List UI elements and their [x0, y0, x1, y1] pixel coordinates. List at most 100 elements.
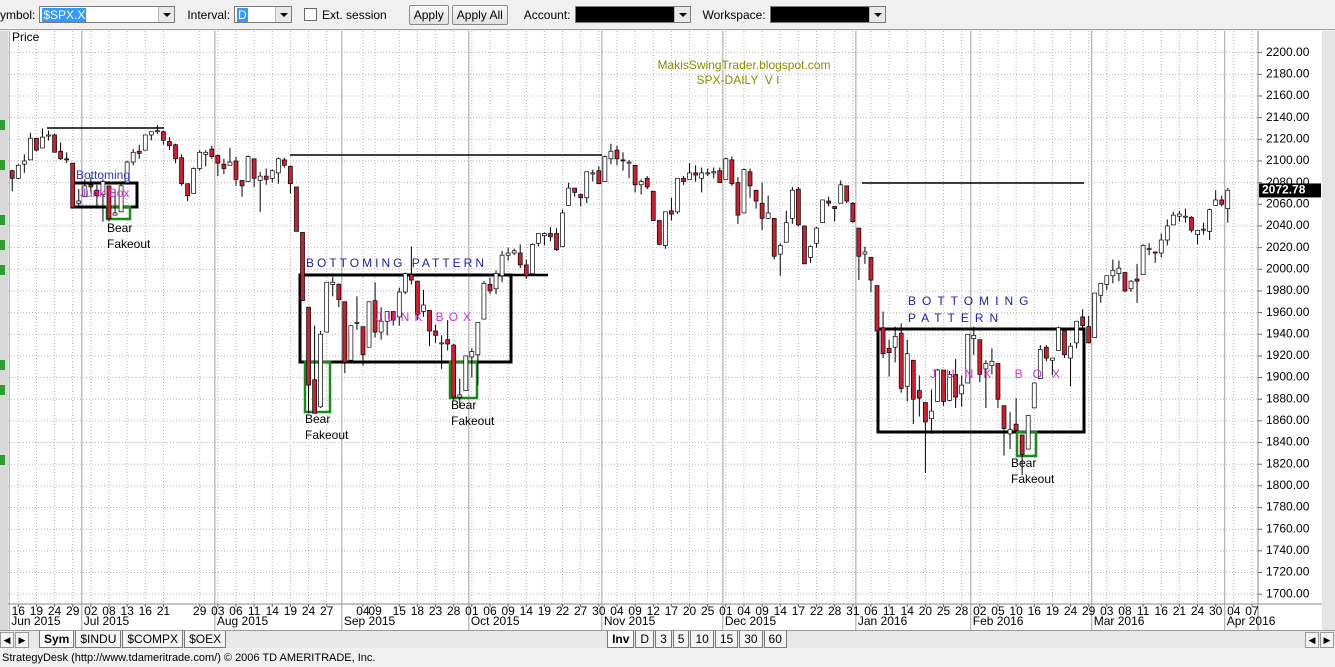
candle-body [747, 171, 753, 187]
tab[interactable]: 15 [714, 631, 739, 648]
candle-body [542, 233, 547, 237]
x-tick-label: 13 [120, 604, 134, 618]
x-tick-label: 15 [393, 604, 407, 618]
candle-body [517, 252, 523, 266]
y-tick-label: 2120.00 [1266, 131, 1310, 145]
x-tick-label: 30 [1209, 604, 1223, 618]
candle-body [275, 158, 281, 174]
tab[interactable]: Inv [607, 631, 635, 648]
tab[interactable]: 5 [672, 631, 690, 648]
tab[interactable]: 60 [763, 631, 787, 648]
apply-all-button[interactable]: Apply All [451, 4, 508, 25]
x-tick-label: 06 [864, 604, 878, 618]
annotation: PATTERN [908, 311, 1004, 325]
x-tick-label: 29 [193, 604, 207, 618]
annotation: BOTTOMING PATTERN [306, 256, 487, 270]
candle-body [348, 325, 354, 361]
nav-button[interactable]: ◀ [1305, 631, 1319, 648]
y-tick-label: 1720.00 [1266, 565, 1310, 579]
checkbox[interactable] [304, 8, 318, 21]
candle-body [596, 170, 602, 185]
candle-body [439, 342, 444, 345]
candle-body [735, 182, 741, 216]
candle-body [70, 162, 76, 208]
tab[interactable]: 30 [739, 631, 763, 648]
candle-body [1183, 215, 1188, 218]
annotation: Bottoming [76, 168, 130, 182]
candle-body [1062, 330, 1067, 356]
annotation: Fakeout [107, 237, 151, 251]
x-tick-label: 30 [592, 604, 606, 618]
candle-body [360, 326, 366, 356]
apply-button[interactable]: Apply [408, 4, 449, 25]
tab[interactable]: $COMPX [122, 631, 184, 648]
symbol-input[interactable]: $SPX.X [39, 6, 176, 23]
nav-button[interactable]: ▶ [1320, 631, 1334, 648]
tab[interactable]: $OEX [184, 631, 227, 648]
candle-body [548, 233, 553, 238]
tab[interactable]: $INDU [75, 631, 122, 648]
candle-body [965, 333, 971, 384]
candle-body [100, 181, 106, 195]
interval-input[interactable]: D [234, 6, 293, 23]
account-select[interactable] [574, 6, 691, 23]
tab[interactable]: 3 [655, 631, 672, 648]
month-label: Jun 2015 [11, 614, 61, 628]
candle-body [88, 184, 94, 188]
workspace-select[interactable] [769, 6, 886, 23]
candle-body [1140, 245, 1146, 276]
x-tick-label: 19 [1046, 604, 1060, 618]
candle-body [1019, 434, 1025, 455]
annotation: JUNK BOX [930, 367, 1070, 381]
candle-body [1158, 239, 1164, 254]
x-tick-label: 14 [520, 604, 534, 618]
nav-button[interactable]: ▶ [15, 631, 29, 648]
candle-body [1116, 267, 1122, 274]
y-tick-label: 1900.00 [1266, 370, 1310, 384]
x-tick-label: 23 [429, 604, 443, 618]
annotation: Bear [107, 221, 132, 235]
y-tick-label: 1820.00 [1266, 456, 1310, 470]
candle-body [832, 206, 838, 209]
month-label: Apr 2016 [1227, 614, 1276, 628]
candle-body [929, 410, 934, 420]
x-tick-label: 14 [774, 604, 788, 618]
tab[interactable]: 10 [690, 631, 714, 648]
candle-body [656, 220, 662, 245]
tab[interactable]: Sym [39, 631, 75, 648]
month-label: Dec 2015 [725, 614, 777, 628]
annotation: BOTTOMING [908, 294, 1034, 308]
annotation: JUNK BOX [376, 310, 476, 324]
candle-body [427, 310, 432, 332]
nav-button[interactable]: ◀ [0, 631, 14, 648]
candle-body [1056, 327, 1061, 351]
x-tick-label: 18 [411, 604, 425, 618]
x-tick-label: 19 [538, 604, 552, 618]
candle-body [1134, 278, 1140, 282]
candle-body [1031, 382, 1037, 409]
candle-body [324, 281, 330, 333]
candle-body [935, 369, 940, 402]
candle-body [499, 254, 505, 277]
candle-body [306, 306, 311, 386]
candle-body [161, 131, 166, 141]
x-tick-label: 21 [157, 604, 171, 618]
tab[interactable]: D [635, 631, 655, 648]
candle-body [28, 137, 33, 161]
x-tick-label: 20 [919, 604, 933, 618]
candle-body [463, 355, 469, 391]
month-label: Aug 2015 [217, 614, 269, 628]
candle-body [9, 170, 15, 179]
x-tick-label: 14 [266, 604, 280, 618]
candle-body [783, 222, 789, 243]
x-tick-label: 06 [483, 604, 497, 618]
y-tick-label: 2140.00 [1266, 110, 1310, 124]
candle-body [1098, 282, 1104, 296]
x-tick-label: 16 [139, 604, 153, 618]
candle-body [179, 157, 184, 185]
drawings [47, 127, 1086, 458]
candle-body [898, 332, 904, 389]
candle-body [765, 212, 771, 219]
candle-body [759, 202, 765, 219]
candle-body [1043, 346, 1049, 359]
